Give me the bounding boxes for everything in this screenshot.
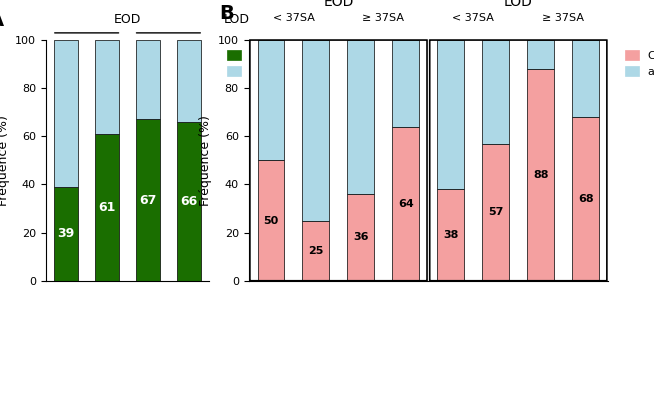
- Y-axis label: Fréquence (%): Fréquence (%): [199, 115, 213, 206]
- Bar: [302, 40, 330, 221]
- Text: 88: 88: [533, 170, 549, 180]
- Bar: [483, 144, 509, 281]
- Bar: [392, 40, 419, 127]
- Text: 50: 50: [264, 216, 279, 225]
- Text: 36: 36: [353, 233, 369, 242]
- Bar: [392, 127, 419, 281]
- Text: 57: 57: [488, 207, 504, 217]
- Bar: [527, 40, 555, 69]
- Bar: [438, 40, 464, 189]
- Text: 39: 39: [58, 227, 75, 240]
- Bar: [54, 187, 78, 281]
- Bar: [302, 221, 330, 281]
- Text: EOD: EOD: [114, 13, 141, 26]
- Text: EOD: EOD: [323, 0, 354, 9]
- Bar: [347, 194, 374, 281]
- Bar: [572, 40, 599, 117]
- Bar: [258, 40, 284, 160]
- Text: ≥ 37SA: ≥ 37SA: [542, 13, 584, 23]
- Text: 66: 66: [181, 195, 198, 208]
- Text: LOD: LOD: [504, 0, 533, 9]
- Bar: [95, 134, 119, 281]
- Text: B: B: [220, 4, 235, 23]
- Bar: [177, 122, 201, 281]
- Bar: [54, 40, 78, 187]
- Bar: [527, 69, 555, 281]
- Text: 38: 38: [443, 230, 458, 240]
- Bar: [136, 40, 160, 119]
- Bar: [177, 40, 201, 122]
- Text: ≥ 37SA: ≥ 37SA: [362, 13, 404, 23]
- Text: 64: 64: [398, 199, 414, 209]
- Text: < 37SA: < 37SA: [273, 13, 315, 23]
- Text: A: A: [0, 11, 4, 30]
- Bar: [136, 119, 160, 281]
- Text: 25: 25: [308, 246, 324, 255]
- Bar: [572, 117, 599, 281]
- Text: < 37SA: < 37SA: [453, 13, 494, 23]
- Text: 67: 67: [139, 194, 157, 207]
- Bar: [258, 160, 284, 281]
- Text: 68: 68: [578, 194, 594, 204]
- Bar: [438, 189, 464, 281]
- Legend: CC17, autres: CC17, autres: [223, 46, 290, 82]
- Text: LOD: LOD: [224, 13, 250, 26]
- Legend: CC17, autres: CC17, autres: [621, 46, 654, 82]
- Text: 61: 61: [98, 201, 116, 214]
- Y-axis label: Fréquence (%): Fréquence (%): [0, 115, 10, 206]
- Bar: [95, 40, 119, 134]
- Bar: [483, 40, 509, 144]
- Bar: [347, 40, 374, 194]
